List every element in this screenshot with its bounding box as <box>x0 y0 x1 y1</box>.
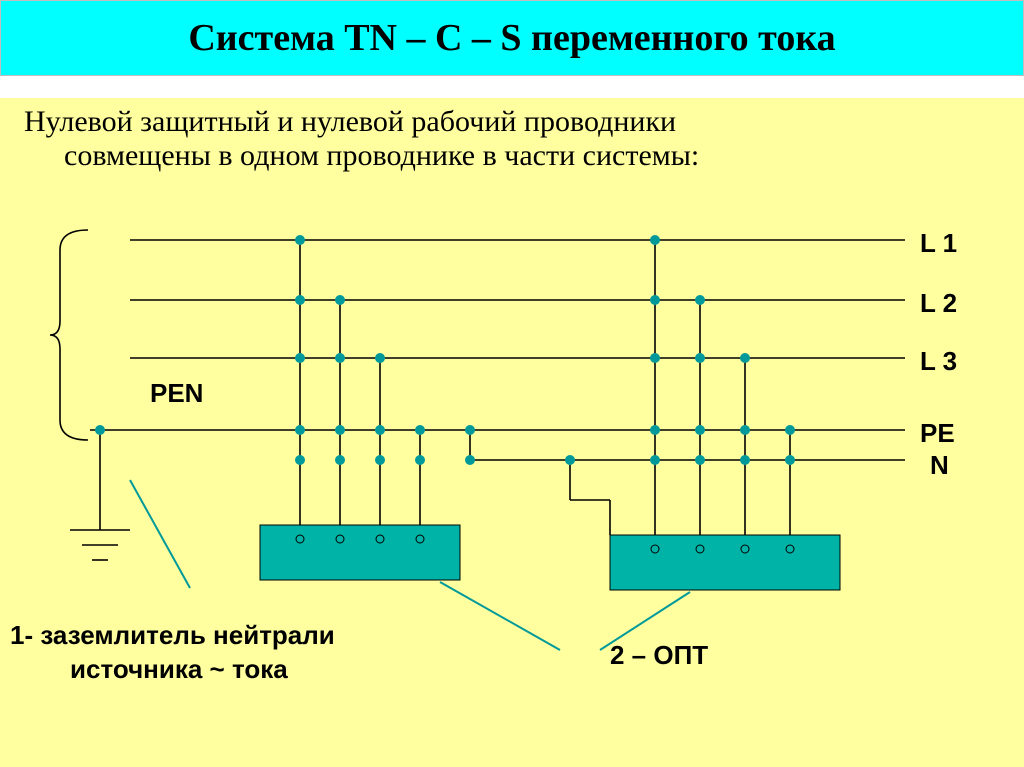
slide-title: Система TN – C – S переменного тока <box>188 16 835 60</box>
label-N: N <box>930 450 949 481</box>
callout-ground-line2: источника ~ тока <box>70 654 288 685</box>
label-PE: PE <box>920 418 955 449</box>
label-L2: L 2 <box>920 288 957 319</box>
description-line2: совмещены в одном проводнике в части сис… <box>24 139 1000 173</box>
callout-opt-label: 2 – ОПТ <box>610 640 708 671</box>
title-underline-strip <box>0 76 1024 98</box>
description-block: Нулевой защитный и нулевой рабочий прово… <box>24 105 1000 173</box>
label-L3: L 3 <box>920 346 957 377</box>
callout-ground-line1: 1- заземлитель нейтрали <box>10 620 335 651</box>
label-L1: L 1 <box>920 228 957 259</box>
description-line1: Нулевой защитный и нулевой рабочий прово… <box>24 105 1000 139</box>
label-PEN: PEN <box>150 378 203 409</box>
title-bar: Система TN – C – S переменного тока <box>0 0 1024 76</box>
